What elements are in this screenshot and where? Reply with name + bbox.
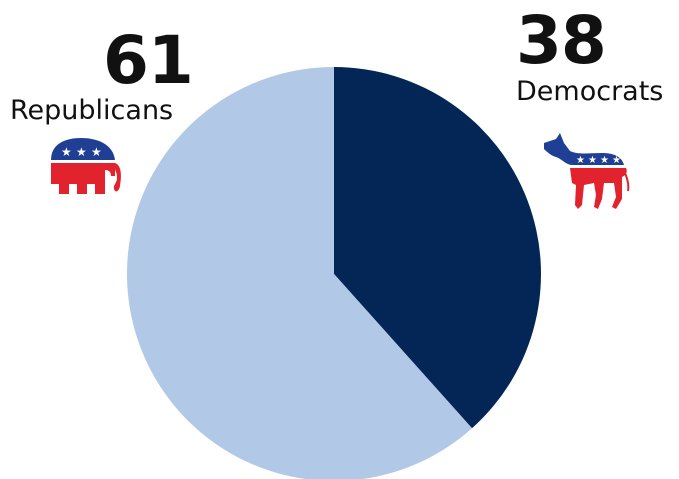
pie-slice-democrats [334,67,541,429]
svg-text:★: ★ [600,155,609,166]
pie-slice-republicans [127,67,473,479]
svg-text:★: ★ [91,145,102,159]
democrats-label: Democrats [516,76,664,107]
donkey-icon: ★ ★ ★ ★ [544,133,630,209]
svg-text:★: ★ [588,155,597,166]
svg-text:★: ★ [612,155,621,166]
svg-text:★: ★ [576,155,585,166]
svg-text:★: ★ [76,145,87,159]
republicans-seat-count: 61 [103,22,194,99]
elephant-icon: ★ ★ ★ [51,138,121,194]
democrats-seat-count: 38 [516,2,607,79]
pie-slices [127,67,541,479]
svg-text:★: ★ [61,145,72,159]
republicans-label: Republicans [10,95,174,126]
